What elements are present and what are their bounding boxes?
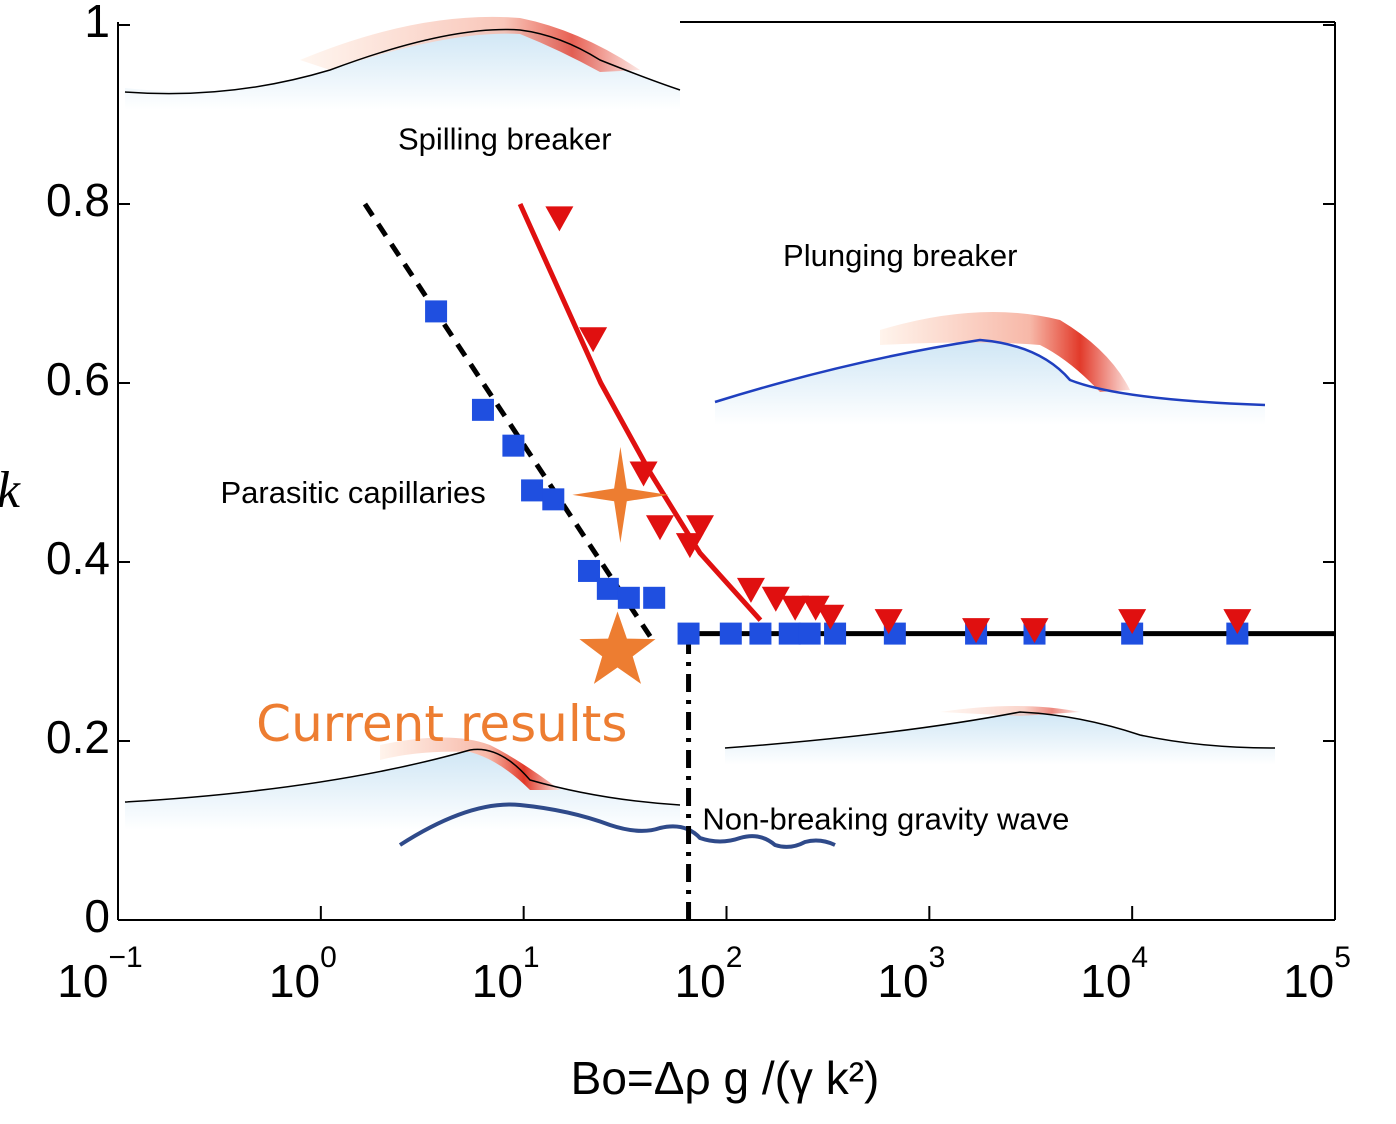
square-marker xyxy=(578,559,601,582)
square-marker xyxy=(719,622,742,645)
tick-exponent: −1 xyxy=(108,941,142,974)
tick-base: 10 xyxy=(1283,955,1334,1007)
triangle-marker xyxy=(816,604,845,630)
triangle-marker xyxy=(736,577,765,603)
square-marker xyxy=(643,586,666,609)
square-marker xyxy=(521,479,544,502)
square-marker xyxy=(502,434,525,457)
triangle-marker xyxy=(645,515,674,541)
square-marker xyxy=(542,488,565,511)
square-marker xyxy=(749,622,772,645)
star-marker xyxy=(579,611,656,684)
star-marker xyxy=(572,446,669,543)
square-marker xyxy=(677,622,700,645)
annotation: Current results xyxy=(256,695,627,753)
tick-base: 10 xyxy=(57,955,108,1007)
triangle-marker xyxy=(1118,609,1147,635)
triangle-marker xyxy=(801,595,830,621)
triangle-marker xyxy=(629,461,658,487)
x-tick-label: 101 xyxy=(472,941,540,1007)
triangle-marker xyxy=(545,206,574,232)
y-tick-label: 0 xyxy=(84,890,110,942)
x-tick-label: 105 xyxy=(1283,941,1351,1007)
triangle-marker xyxy=(962,618,991,644)
y-tick-label: 0.6 xyxy=(46,353,110,405)
triangle-marker xyxy=(1020,618,1049,644)
square-marker xyxy=(425,300,448,323)
x-tick-label: 10−1 xyxy=(57,941,142,1007)
x-tick-label: 102 xyxy=(675,941,743,1007)
x-tick-label: 104 xyxy=(1080,941,1148,1007)
triangle-marker xyxy=(675,533,704,559)
triangle-marker xyxy=(685,515,714,541)
triangle-marker xyxy=(874,609,903,635)
tick-exponent: 5 xyxy=(1334,941,1351,974)
tick-base: 10 xyxy=(472,955,523,1007)
tick-exponent: 2 xyxy=(726,941,743,974)
wave-snapshots xyxy=(124,16,1276,849)
tick-exponent: 0 xyxy=(320,941,337,974)
y-axis-label: k xyxy=(0,462,21,519)
tick-exponent: 4 xyxy=(1131,941,1148,974)
tick-base: 10 xyxy=(1080,955,1131,1007)
triangle-marker xyxy=(761,586,790,612)
square-marker xyxy=(798,622,821,645)
tick-exponent: 1 xyxy=(523,941,540,974)
y-tick-label: 0.2 xyxy=(46,711,110,763)
annotation: Spilling breaker xyxy=(398,122,612,157)
x-tick-label: 100 xyxy=(269,941,337,1007)
y-tick-label: 0.4 xyxy=(46,532,110,584)
triangle-marker xyxy=(1223,609,1252,635)
tick-exponent: 3 xyxy=(929,941,946,974)
triangle-marker xyxy=(781,595,810,621)
annotation: Parasitic capillaries xyxy=(220,475,485,510)
y-tick-label: 1 xyxy=(84,0,110,47)
annotation: Non-breaking gravity wave xyxy=(702,802,1069,837)
x-axis-label: Bo=Δρ g /(γ k²) xyxy=(571,1052,880,1104)
tick-base: 10 xyxy=(675,955,726,1007)
triangle-marker xyxy=(579,327,608,353)
tick-base: 10 xyxy=(269,955,320,1007)
x-tick-label: 103 xyxy=(877,941,945,1007)
square-marker xyxy=(778,622,801,645)
square-marker xyxy=(596,577,619,600)
square-marker xyxy=(617,586,640,609)
y-tick-label: 0.8 xyxy=(46,174,110,226)
square-marker xyxy=(471,398,494,421)
square-marker xyxy=(824,622,847,645)
line xyxy=(362,202,657,644)
annotation: Plunging breaker xyxy=(783,238,1017,273)
tick-base: 10 xyxy=(877,955,928,1007)
